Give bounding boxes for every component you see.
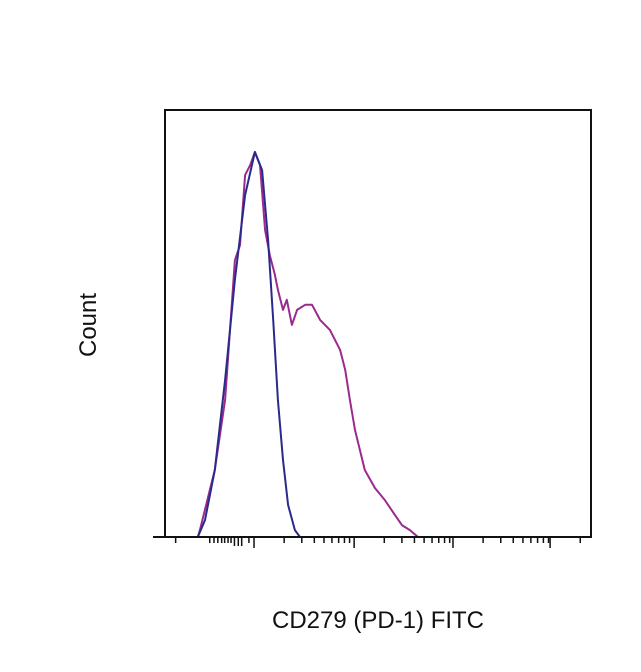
x-axis-ticks bbox=[174, 537, 581, 548]
x-axis-label: CD279 (PD-1) FITC bbox=[272, 607, 484, 634]
series-layer bbox=[165, 151, 591, 538]
y-axis-label: Count bbox=[75, 293, 102, 357]
plot-frame bbox=[164, 109, 592, 538]
series-line-isotype-control bbox=[165, 151, 591, 538]
